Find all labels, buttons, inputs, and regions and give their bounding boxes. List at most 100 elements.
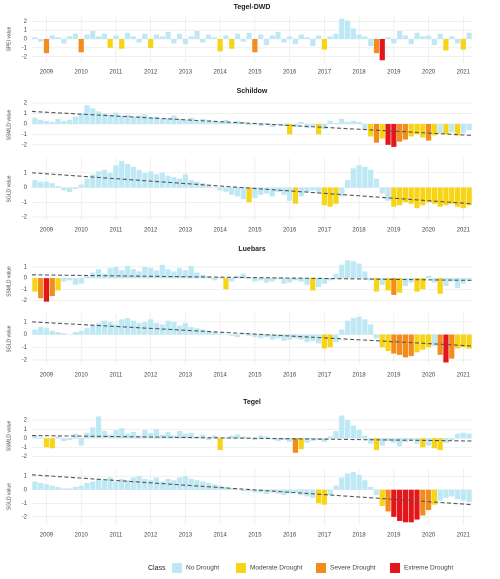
bar: [119, 428, 125, 439]
bar: [119, 319, 125, 335]
bar: [246, 187, 252, 203]
bar: [385, 37, 391, 39]
bar: [304, 278, 310, 285]
bar: [38, 278, 44, 299]
x-tick-label: 2019: [387, 373, 401, 379]
bar: [362, 166, 368, 188]
x-tick-label: 2012: [144, 228, 158, 234]
bar: [78, 184, 84, 188]
bar: [171, 271, 177, 279]
bar: [408, 334, 414, 357]
bar: [275, 123, 281, 125]
bar: [344, 20, 351, 39]
bar: [211, 278, 217, 281]
bar: [304, 334, 310, 343]
bar: [292, 438, 299, 453]
bar: [252, 187, 258, 198]
bar: [130, 116, 136, 124]
y-tick-label: -1: [22, 200, 28, 206]
x-tick-label: 2009: [40, 228, 54, 234]
bar: [240, 39, 246, 42]
bar: [437, 334, 443, 355]
bar: [385, 123, 391, 145]
bar: [449, 489, 455, 497]
bar: [200, 434, 206, 439]
bar: [339, 264, 345, 279]
bar: [130, 166, 136, 188]
bar: [32, 180, 38, 188]
y-tick-label: -2: [22, 358, 28, 364]
bar: [211, 435, 217, 439]
bar: [362, 123, 368, 130]
bar: [281, 187, 287, 195]
bar: [350, 28, 356, 39]
bar: [263, 278, 270, 283]
bar: [252, 438, 258, 441]
bar: [217, 438, 223, 451]
bar: [182, 323, 189, 335]
bar: [269, 334, 275, 340]
bar: [200, 481, 206, 490]
bar: [55, 278, 61, 291]
bar: [194, 272, 200, 279]
bar: [402, 187, 409, 203]
bar: [321, 438, 327, 442]
bar: [113, 35, 119, 39]
bar: [159, 36, 165, 39]
x-tick-label: 2011: [109, 533, 123, 539]
bar: [78, 113, 84, 124]
bar: [107, 477, 113, 490]
y-axis-label: SSMLD value: [6, 266, 12, 297]
bar: [240, 489, 246, 492]
bar: [38, 326, 44, 335]
bar: [95, 478, 102, 490]
bar: [287, 334, 293, 340]
bar: [240, 436, 246, 439]
bar: [466, 187, 472, 206]
bar: [466, 433, 472, 439]
x-tick-label: 2018: [352, 70, 366, 76]
x-tick-label: 2009: [40, 373, 54, 379]
bar: [425, 334, 432, 348]
bar: [148, 268, 154, 279]
bar: [397, 31, 403, 39]
bar: [67, 187, 73, 192]
y-tick-label: 0: [24, 276, 28, 282]
bar: [373, 278, 380, 292]
bar: [113, 112, 119, 124]
bar: [223, 119, 229, 124]
bar: [368, 438, 374, 444]
bar: [229, 488, 235, 490]
bar: [159, 172, 165, 188]
bar: [368, 169, 374, 188]
bar: [153, 429, 160, 439]
bar: [182, 174, 189, 188]
bar: [258, 34, 264, 39]
bar: [408, 489, 414, 523]
bar: [165, 320, 171, 335]
bar: [153, 174, 160, 188]
bar: [356, 165, 362, 188]
bar: [171, 321, 177, 335]
bar: [148, 117, 154, 124]
bar: [55, 487, 61, 490]
bar: [443, 489, 449, 498]
x-tick-label: 2018: [352, 533, 366, 539]
bar: [368, 39, 374, 47]
bar: [287, 36, 293, 39]
bar: [379, 278, 385, 285]
bar: [148, 39, 154, 48]
y-tick-label: -1: [22, 445, 28, 451]
bar: [67, 36, 73, 39]
bar: [107, 39, 113, 48]
bar: [408, 438, 414, 441]
panel-title: Luebars: [238, 246, 265, 253]
trend-line: [31, 474, 473, 506]
bar: [55, 37, 61, 39]
bar: [182, 476, 189, 490]
bar: [362, 319, 368, 335]
bar: [95, 36, 102, 39]
bar: [298, 34, 304, 39]
bar: [281, 489, 287, 496]
x-tick-label: 2017: [318, 533, 332, 539]
